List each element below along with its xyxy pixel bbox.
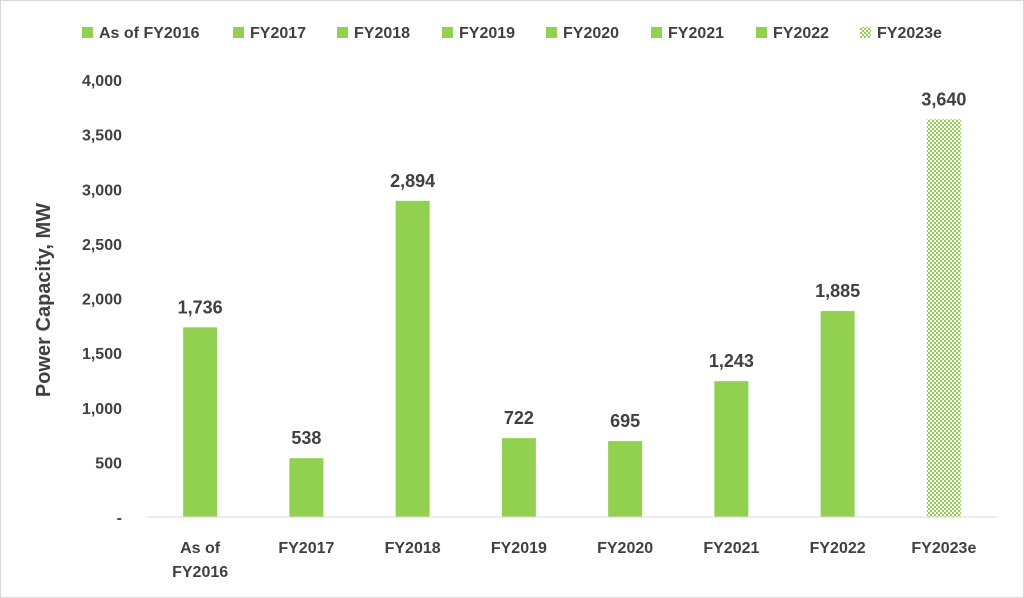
legend-label: FY2022: [773, 25, 829, 42]
y-tick-label: 1,500: [82, 346, 122, 363]
data-label: 3,640: [921, 89, 966, 109]
legend-swatch: [233, 27, 244, 38]
bars: [183, 119, 961, 517]
data-label: 1,885: [815, 281, 860, 301]
bar: [289, 458, 324, 517]
legend-swatch: [756, 27, 767, 38]
x-tick-label: FY2018: [385, 540, 441, 557]
data-labels: 1,736 538 2,894 722 695 1,243 1,885 3,640: [178, 89, 967, 448]
data-label: 1,243: [709, 351, 754, 371]
legend-label: FY2019: [459, 25, 515, 42]
x-tick-label: FY2023e: [911, 540, 976, 557]
x-tick-label: FY2017: [278, 540, 334, 557]
y-tick-label: 2,500: [82, 237, 122, 254]
y-axis-ticks: - 500 1,000 1,500 2,000 2,500 3,000 3,500 4,000: [82, 73, 122, 527]
legend: As of FY2016 FY2017 FY2018 FY2019 FY2020 FY20…: [82, 25, 942, 42]
y-tick-label: 2,000: [82, 292, 122, 309]
x-tick-label: FY2020: [597, 540, 653, 557]
legend-swatch: [442, 27, 453, 38]
bar: [501, 438, 536, 517]
legend-label: FY2021: [668, 25, 724, 42]
x-tick-label: FY2019: [491, 540, 547, 557]
legend-label: As of FY2016: [99, 25, 200, 42]
legend-swatch: [860, 27, 871, 38]
data-label: 695: [610, 411, 640, 431]
x-tick-label: FY2021: [703, 540, 759, 557]
legend-swatch: [546, 27, 557, 38]
data-label: 2,894: [390, 171, 435, 191]
bar: [608, 441, 643, 517]
legend-swatch: [651, 27, 662, 38]
legend-label: FY2023e: [877, 25, 942, 42]
legend-label: FY2017: [250, 25, 306, 42]
x-tick-label: FY2022: [810, 540, 866, 557]
y-tick-label: 4,000: [82, 73, 122, 90]
x-axis-ticks: As of FY2016 FY2017 FY2018 FY2019 FY2020 FY202…: [172, 540, 976, 581]
legend-swatch: [82, 27, 93, 38]
data-label: 538: [291, 428, 321, 448]
data-label: 1,736: [178, 297, 223, 317]
y-axis-label: Power Capacity, MW: [33, 203, 55, 397]
y-tick-label: 500: [95, 455, 122, 472]
y-tick-label: 1,000: [82, 401, 122, 418]
x-tick-label: As of FY2016: [172, 540, 228, 581]
legend-swatch: [337, 27, 348, 38]
legend-label: FY2018: [354, 25, 410, 42]
bar: [926, 119, 961, 517]
legend-label: FY2020: [563, 25, 619, 42]
y-tick-label: 3,000: [82, 182, 122, 199]
bar: [183, 327, 218, 517]
data-label: 722: [504, 408, 534, 428]
y-tick-label: 3,500: [82, 128, 122, 145]
bar: [714, 381, 749, 517]
bar: [395, 200, 430, 517]
y-tick-label: -: [117, 510, 122, 527]
bar: [820, 311, 855, 517]
